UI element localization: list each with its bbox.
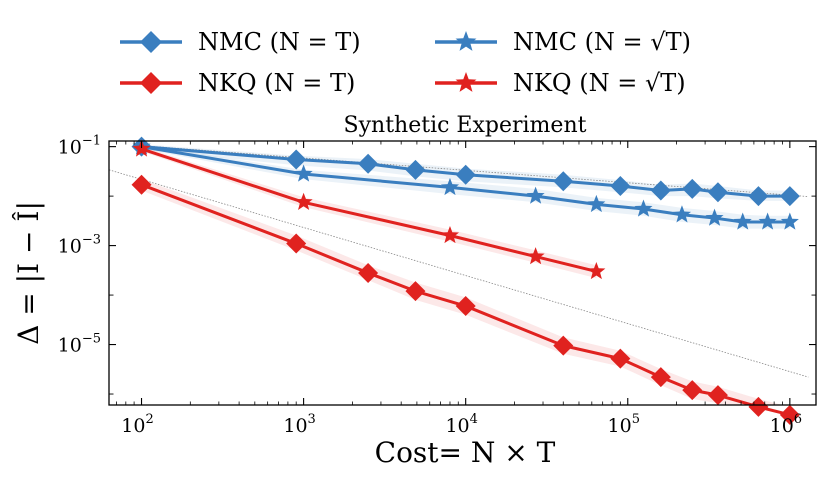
x-tick-label-2: 104	[445, 412, 477, 437]
legend-entry-nmc-n-sqrt-t: NMC (N = √T)	[435, 28, 691, 56]
series-1-point-7	[705, 208, 724, 226]
y-axis-title: Δ = |I − Î|	[12, 201, 45, 345]
series-2-point-9	[707, 385, 728, 406]
series-3-point-4	[587, 261, 606, 280]
series-0-point-7	[650, 180, 671, 201]
series-0-point-9	[707, 182, 728, 203]
x-tick-label-0: 102	[121, 412, 153, 437]
series-2-point-0	[131, 174, 152, 195]
x-tick-label-1: 103	[283, 412, 315, 437]
y-tick-label-0: 10−1	[58, 134, 101, 159]
series-2-point-11	[779, 404, 800, 425]
series-2-point-10	[748, 396, 769, 417]
series-1-point-5	[634, 199, 653, 217]
legend: NMC (N = T) NMC (N = √T) NKQ (N = T) NKQ…	[120, 28, 691, 97]
series-1-point-2	[440, 177, 460, 196]
x-axis-title: Cost= N × T	[375, 436, 556, 469]
series-0-point-10	[748, 186, 769, 207]
series-0-point-1	[286, 149, 307, 170]
axis-ticks: 102 103 104 105 106 10−1 10−3 10−5	[58, 134, 816, 437]
legend-label-nmc-n-t: NMC (N = T)	[198, 28, 361, 56]
series-0-point-6	[610, 176, 631, 197]
reference-line-nmc-rate	[141, 145, 809, 197]
series-3-confidence-band	[141, 146, 597, 279]
series-1-point-8	[733, 212, 752, 230]
series-2-point-6	[610, 348, 631, 369]
series-0-point-8	[682, 178, 703, 199]
series-2-point-1	[286, 233, 307, 254]
plot-frame	[108, 140, 817, 406]
series-1-point-4	[587, 194, 606, 213]
legend-entry-nkq-n-sqrt-t: NKQ (N = √T)	[435, 69, 686, 97]
series-1-point-6	[672, 205, 692, 223]
series-1-point-1	[294, 164, 313, 182]
legend-entry-nmc-n-t: NMC (N = T)	[120, 28, 361, 56]
series-0-point-11	[779, 186, 800, 207]
legend-label-nkq-n-sqrt-t: NKQ (N = √T)	[513, 69, 686, 97]
series-1-point-9	[758, 212, 777, 230]
legend-label-nmc-n-sqrt-t: NMC (N = √T)	[513, 28, 691, 56]
y-tick-label-2: 10−5	[58, 332, 101, 357]
series-2-point-7	[650, 367, 671, 388]
series-2-point-8	[682, 380, 703, 401]
chart-title: Synthetic Experiment	[344, 113, 587, 138]
series-2-point-4	[455, 296, 476, 317]
reference-line-nkq-rate	[109, 169, 809, 378]
series-3-point-2	[440, 225, 460, 244]
x-tick-label-4: 106	[770, 412, 802, 437]
series-3-point-3	[526, 247, 545, 265]
series-1-point-10	[780, 212, 799, 230]
y-tick-label-1: 10−3	[58, 233, 101, 258]
x-tick-label-3: 105	[608, 412, 640, 437]
series-0-point-5	[553, 171, 574, 192]
series-2-point-5	[553, 335, 574, 356]
series-2-point-3	[405, 281, 426, 302]
series-3-point-1	[294, 192, 313, 210]
legend-label-nkq-n-t: NKQ (N = T)	[198, 69, 355, 97]
reference-lines	[109, 145, 809, 378]
legend-entry-nkq-n-t: NKQ (N = T)	[120, 69, 355, 97]
series-0-point-4	[455, 164, 476, 185]
series-2-point-2	[358, 262, 379, 283]
series-0-point-2	[358, 153, 379, 174]
series-0-point-3	[405, 159, 426, 180]
series-layer	[131, 136, 800, 425]
series-1-point-3	[526, 186, 545, 204]
